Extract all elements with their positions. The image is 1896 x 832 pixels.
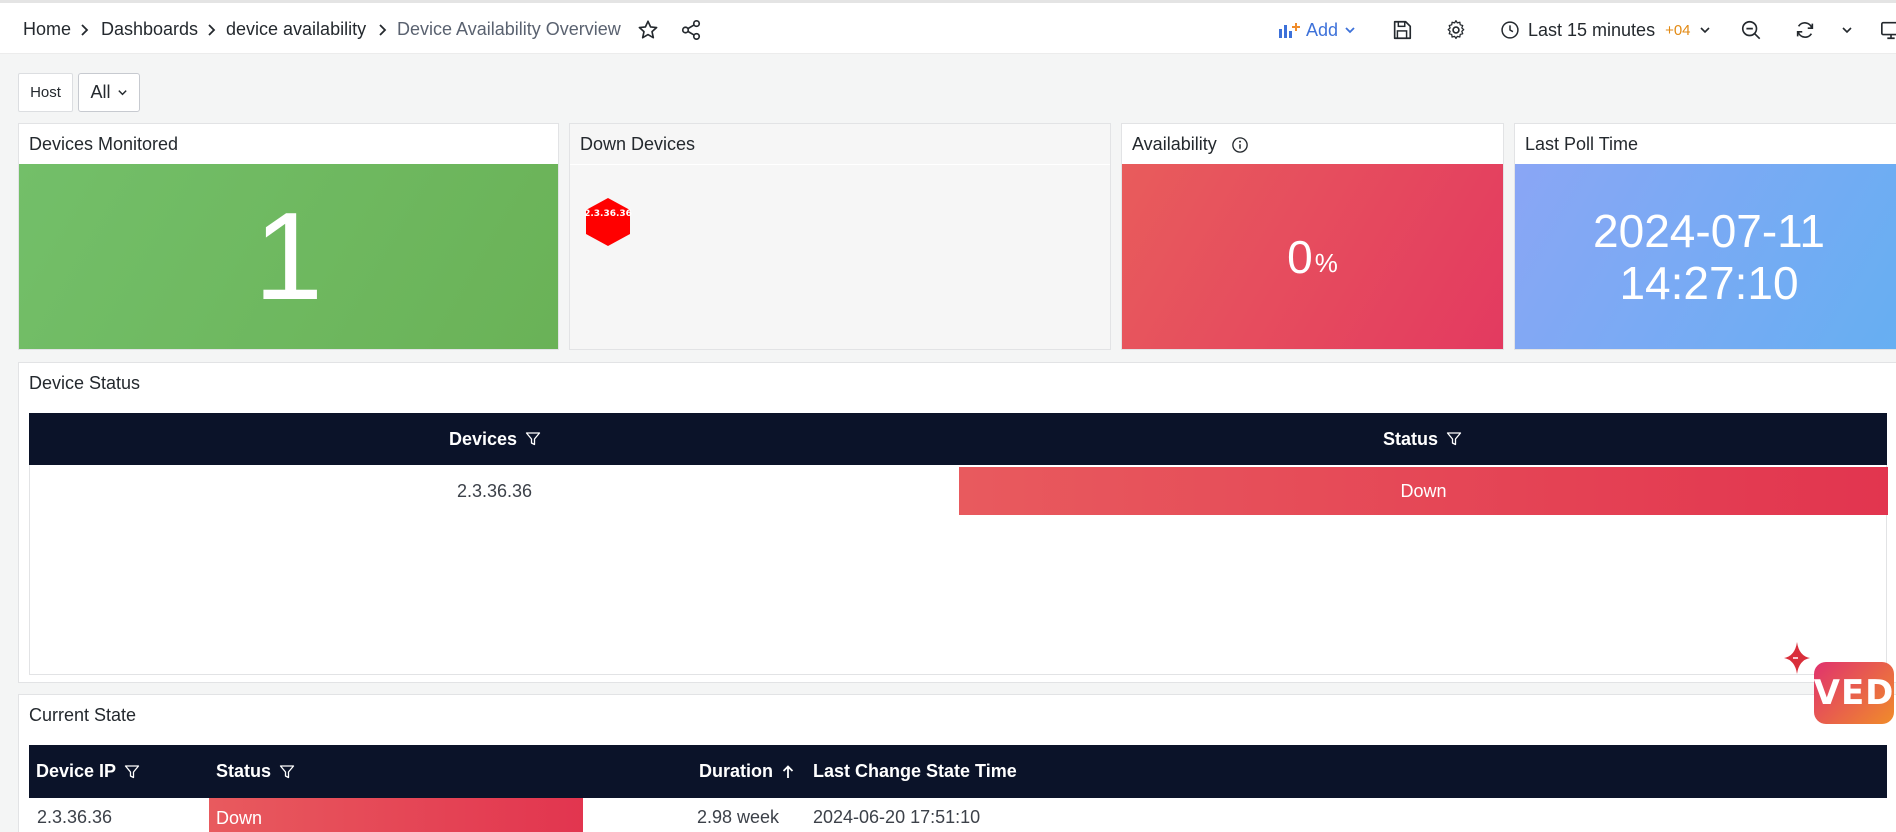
chevron-right-icon [81,24,89,36]
last-poll-time: 14:27:10 [1619,256,1799,309]
add-button-label: Add [1306,19,1339,40]
panel-down-devices[interactable]: Down Devices 2.3.36.36 [569,123,1111,350]
table-cell-status: Down [959,467,1888,515]
chevron-right-icon [208,24,216,36]
panel-title: Current State [29,705,137,725]
column-header-devices[interactable]: Devices [449,413,541,465]
chevron-down-icon [1699,27,1710,34]
tv-mode-icon[interactable] [1880,19,1896,41]
device-status-table: Devices Status 2.3.36.36 Down [29,413,1888,675]
host-variable-select[interactable]: All [78,73,140,112]
breadcrumb-home[interactable]: Home [23,19,72,39]
down-device-hexagon[interactable]: 2.3.36.36 [582,196,634,248]
panel-last-poll-time[interactable]: Last Poll Time 2024-07-11 14:27:10 [1514,123,1896,350]
filter-icon[interactable] [124,764,140,780]
last-poll-stat: 2024-07-11 14:27:10 [1515,164,1896,349]
devices-monitored-value: 1 [254,187,323,326]
column-header-status[interactable]: Status [1383,413,1462,465]
gear-icon[interactable] [1445,19,1467,41]
sort-ascending-icon[interactable] [781,764,795,780]
table-cell-last-change: 2024-06-20 17:51:10 [813,806,981,827]
panel-title: Availability [1132,134,1217,154]
table-cell-device-ip: 2.3.36.36 [37,806,113,827]
clock-icon [1501,21,1519,39]
zoom-out-icon[interactable] [1740,19,1762,41]
panel-device-status[interactable]: Device Status Devices Status 2.3.36.36 D… [18,362,1896,683]
column-label: Devices [449,428,518,449]
chevron-down-icon [117,90,127,96]
availability-unit: % [1314,248,1338,278]
add-panel-icon [1279,23,1300,38]
refresh-icon[interactable] [1794,19,1816,41]
column-label: Duration [699,761,773,781]
host-variable-label: Host [18,73,73,112]
info-icon[interactable] [1231,136,1249,154]
column-label: Status [1383,428,1439,449]
timezone-offset: +04 [1665,21,1691,39]
table-cell-status: Down [209,798,583,832]
column-header-device-ip[interactable]: Device IP [36,745,140,798]
column-header-status[interactable]: Status [216,745,295,798]
panel-title: Device Status [29,373,141,393]
refresh-interval-chevron-icon[interactable] [1841,24,1853,36]
filter-icon[interactable] [525,431,541,447]
ved-logo[interactable]: VED [1814,662,1894,724]
chevron-right-icon [379,24,387,36]
column-label: Last Change State Time [813,761,1017,781]
table-header: Devices Status [29,413,1887,465]
table-cell-duration: 2.98 week [696,806,779,827]
last-poll-date: 2024-07-11 [1593,204,1825,257]
save-icon[interactable] [1391,19,1413,41]
column-label: Status [216,761,272,781]
column-header-last-change[interactable]: Last Change State Time [813,745,1017,798]
share-icon[interactable] [680,19,702,41]
panel-devices-monitored[interactable]: Devices Monitored 1 [18,123,559,350]
panel-title: Last Poll Time [1525,134,1639,154]
sparkle-icon [1784,642,1810,674]
star-icon[interactable] [637,19,659,41]
filter-icon[interactable] [1446,431,1462,447]
column-header-duration[interactable]: Duration [699,745,795,798]
hexagon-shape [586,198,630,246]
time-range-label: Last 15 minutes [1528,19,1656,40]
panel-divider [570,164,1110,165]
breadcrumb-folder[interactable]: device availability [226,19,367,39]
host-variable-value: All [90,82,111,102]
panel-current-state[interactable]: Current State Device IP Status Duration … [18,694,1896,832]
panel-availability[interactable]: Availability 0% [1121,123,1504,350]
table-header: Device IP Status Duration Last Change St… [29,745,1887,798]
time-range-picker[interactable]: Last 15 minutes +04 [1500,17,1711,43]
panel-title: Devices Monitored [29,134,179,154]
table-cell-device: 2.3.36.36 [456,480,533,501]
column-label: Device IP [36,761,117,781]
top-navbar: Home Dashboards device availability Devi… [0,0,1896,54]
availability-value: 0 [1287,230,1313,283]
availability-stat: 0% [1122,164,1503,349]
breadcrumb-dashboards[interactable]: Dashboards [101,19,199,39]
chevron-down-icon [1345,27,1355,34]
panel-title: Down Devices [580,134,696,154]
add-button[interactable]: Add [1278,17,1356,43]
panel-title-row: Availability [1132,134,1249,155]
devices-monitored-stat: 1 [19,164,558,349]
hexagon-label: 2.3.36.36 [584,209,632,219]
filter-icon[interactable] [279,764,295,780]
breadcrumb-current: Device Availability Overview [397,19,621,39]
